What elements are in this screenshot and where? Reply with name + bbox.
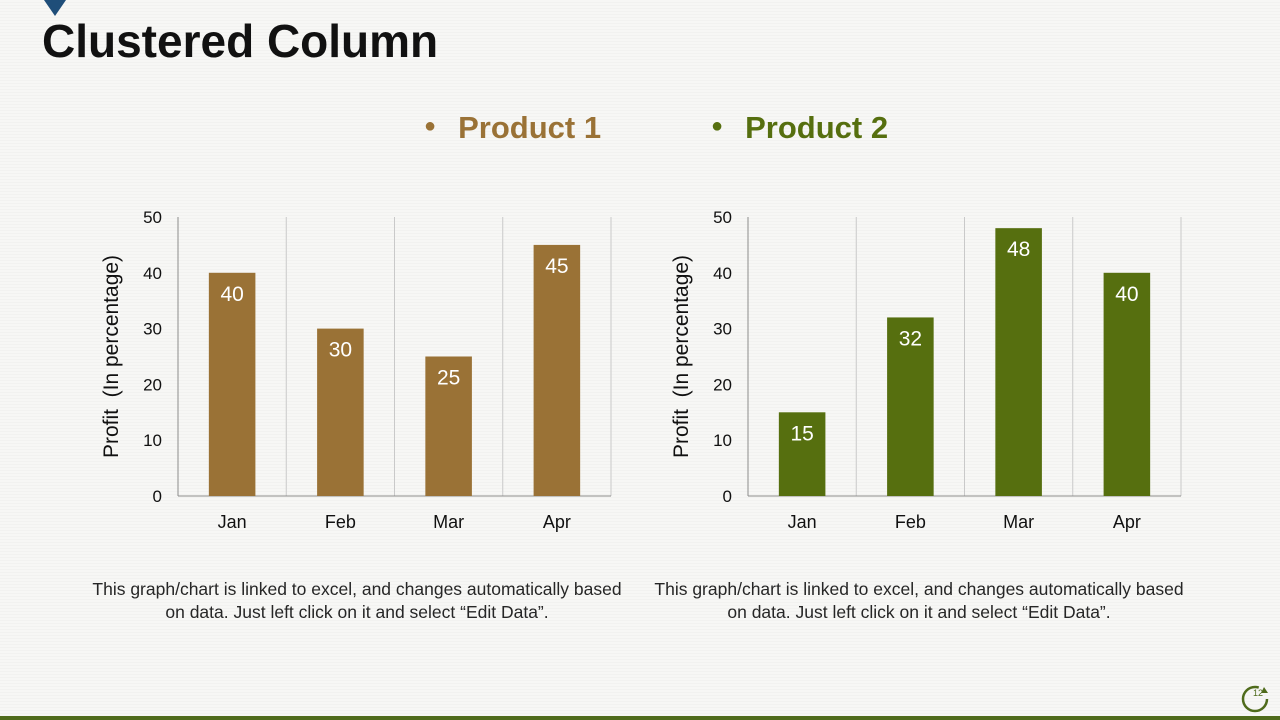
data-label: 15 [790, 422, 813, 445]
x-tick-label: Mar [1003, 512, 1034, 532]
legend-item-product-1: ● Product 1 [424, 110, 601, 146]
data-label: 48 [1007, 238, 1030, 261]
y-tick-label: 40 [143, 264, 162, 283]
y-tick-label: 20 [713, 375, 732, 394]
data-label: 40 [220, 283, 243, 306]
chart-product-2[interactable]: 0 10 20 30 40 50 Profit (In percentage) 15 Jan 32… [660, 190, 1200, 550]
chart-caption-right: This graph/chart is linked to excel, and… [654, 579, 1184, 622]
y-tick-label: 20 [143, 375, 162, 394]
footer-bar [0, 716, 1280, 720]
bar [425, 356, 472, 496]
y-tick-label: 0 [153, 487, 162, 506]
y-tick-label: 40 [713, 264, 732, 283]
y-tick-label: 0 [723, 487, 732, 506]
y-tick-label: 50 [143, 208, 162, 227]
legend-label: Product 1 [458, 110, 602, 145]
page-number: 12 [1252, 688, 1263, 698]
chart-caption-left: This graph/chart is linked to excel, and… [92, 579, 622, 622]
x-tick-label: Feb [325, 512, 356, 532]
legend-label: Product 2 [745, 110, 889, 145]
data-label: 30 [329, 339, 352, 362]
x-tick-label: Apr [1113, 512, 1141, 532]
slide-title: Clustered Column [42, 15, 439, 67]
legend-item-product-2: ● Product 2 [711, 110, 888, 146]
bar [1103, 272, 1151, 496]
y-axis-label: Profit (In percentage) [670, 255, 693, 458]
y-tick-label: 10 [143, 431, 162, 450]
bar [317, 328, 364, 496]
corner-marker [44, 0, 66, 16]
data-label: 40 [1115, 283, 1138, 306]
bar [533, 244, 581, 496]
y-tick-label: 30 [143, 320, 162, 339]
x-tick-label: Feb [895, 512, 926, 532]
y-tick-label: 50 [713, 208, 732, 227]
y-axis-label: Profit (In percentage) [100, 255, 123, 458]
bar [887, 317, 934, 496]
y-tick-label: 10 [713, 431, 732, 450]
legend-bullet: ● [711, 114, 724, 137]
bar [208, 272, 256, 496]
bar [995, 228, 1042, 496]
x-tick-label: Jan [788, 512, 817, 532]
bar [778, 412, 826, 496]
x-tick-label: Jan [218, 512, 247, 532]
x-tick-label: Apr [543, 512, 571, 532]
data-label: 25 [437, 367, 460, 390]
y-tick-label: 30 [713, 320, 732, 339]
x-tick-label: Mar [433, 512, 464, 532]
page-badge-icon [1241, 685, 1269, 713]
data-label: 32 [899, 327, 922, 350]
data-label: 45 [545, 255, 568, 278]
legend-bullet: ● [424, 114, 437, 137]
chart-product-1[interactable]: 0 10 20 30 40 50 Profit (In percentage) 40 Jan 30… [90, 190, 630, 550]
